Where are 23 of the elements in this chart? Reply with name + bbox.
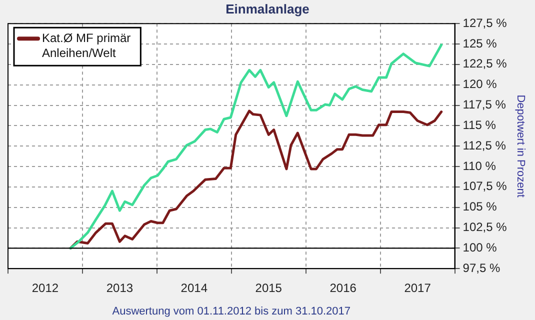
x-tick-label: 2015 — [255, 281, 282, 296]
x-tick-label: 2016 — [330, 281, 357, 296]
y-tick-label: 105 % — [462, 200, 498, 214]
y-tick-label: 110 % — [462, 158, 496, 173]
y-tick-label: 107,5 % — [462, 179, 508, 194]
y-tick-label: 127,5 % — [462, 16, 508, 30]
y-tick-label: 100 % — [462, 240, 498, 254]
x-tick-label: 2013 — [106, 281, 134, 296]
chart-title: Einmalanlage — [226, 1, 310, 16]
y-tick-label: 117,5 % — [462, 98, 506, 112]
y-tick-label: 97,5 % — [462, 260, 500, 275]
text: Auswertung vom 01.11.2012 bis zum 31.10.2017 — [112, 306, 351, 318]
y-tick-label: 120 % — [462, 77, 498, 92]
x-tick-label: 2014 — [180, 281, 208, 296]
y-tick-label: 112,5 % — [462, 138, 506, 152]
x-tick-label: 2012 — [32, 281, 59, 296]
y-tick-label: 125 % — [462, 36, 498, 50]
x-tick-label: 2017 — [404, 281, 432, 296]
y-tick-label: 115 % — [462, 118, 496, 132]
y-tick-label: 122,5 % — [462, 56, 508, 71]
y-tick-label: 102,5 % — [462, 220, 508, 234]
legend-label: Kat.Ø MF primär Anleihen/Welt — [42, 30, 131, 60]
y-axis-title: Depotwert in Prozent — [514, 94, 526, 198]
